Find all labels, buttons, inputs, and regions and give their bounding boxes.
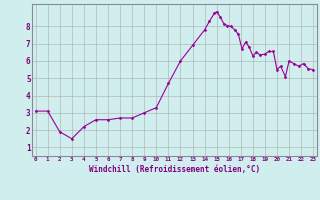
- X-axis label: Windchill (Refroidissement éolien,°C): Windchill (Refroidissement éolien,°C): [89, 165, 260, 174]
